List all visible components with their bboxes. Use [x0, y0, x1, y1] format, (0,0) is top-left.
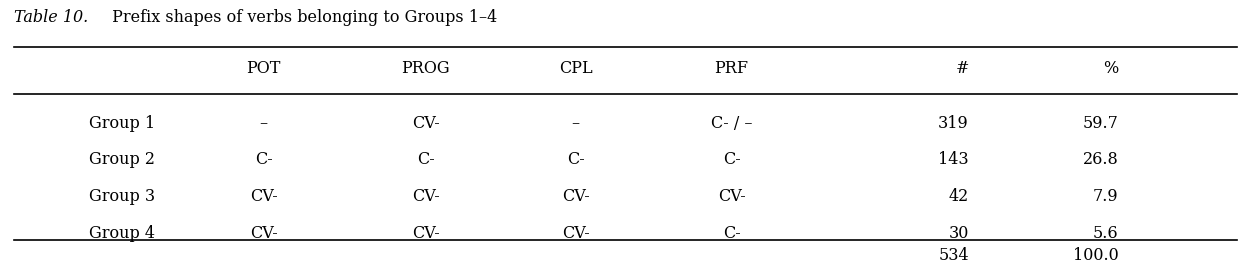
Text: #: # — [956, 60, 968, 77]
Text: 42: 42 — [948, 188, 968, 205]
Text: CV-: CV- — [412, 225, 439, 242]
Text: %: % — [1103, 60, 1118, 77]
Text: C-: C- — [723, 151, 741, 168]
Text: C-: C- — [417, 151, 434, 168]
Text: CV-: CV- — [250, 225, 278, 242]
Text: PROG: PROG — [402, 60, 450, 77]
Text: 319: 319 — [938, 115, 968, 132]
Text: –: – — [572, 115, 579, 132]
Text: 143: 143 — [938, 151, 968, 168]
Text: 30: 30 — [948, 225, 968, 242]
Text: 59.7: 59.7 — [1082, 115, 1118, 132]
Text: Table 10.: Table 10. — [14, 9, 88, 26]
Text: Group 4: Group 4 — [89, 225, 155, 242]
Text: 534: 534 — [938, 247, 968, 264]
Text: CV-: CV- — [562, 188, 589, 205]
Text: C- / –: C- / – — [711, 115, 752, 132]
Text: Group 2: Group 2 — [89, 151, 155, 168]
Text: Group 3: Group 3 — [89, 188, 155, 205]
Text: CPL: CPL — [559, 60, 593, 77]
Text: 100.0: 100.0 — [1073, 247, 1118, 264]
Text: POT: POT — [246, 60, 280, 77]
Text: CV-: CV- — [412, 115, 439, 132]
Text: CV-: CV- — [718, 188, 746, 205]
Text: 5.6: 5.6 — [1093, 225, 1118, 242]
Text: –: – — [259, 115, 268, 132]
Text: CV-: CV- — [412, 188, 439, 205]
Text: PRF: PRF — [714, 60, 748, 77]
Text: Prefix shapes of verbs belonging to Groups 1–4: Prefix shapes of verbs belonging to Grou… — [108, 9, 498, 26]
Text: C-: C- — [723, 225, 741, 242]
Text: Group 1: Group 1 — [89, 115, 155, 132]
Text: CV-: CV- — [250, 188, 278, 205]
Text: 7.9: 7.9 — [1093, 188, 1118, 205]
Text: 26.8: 26.8 — [1083, 151, 1118, 168]
Text: C-: C- — [255, 151, 273, 168]
Text: CV-: CV- — [562, 225, 589, 242]
Text: C-: C- — [567, 151, 584, 168]
